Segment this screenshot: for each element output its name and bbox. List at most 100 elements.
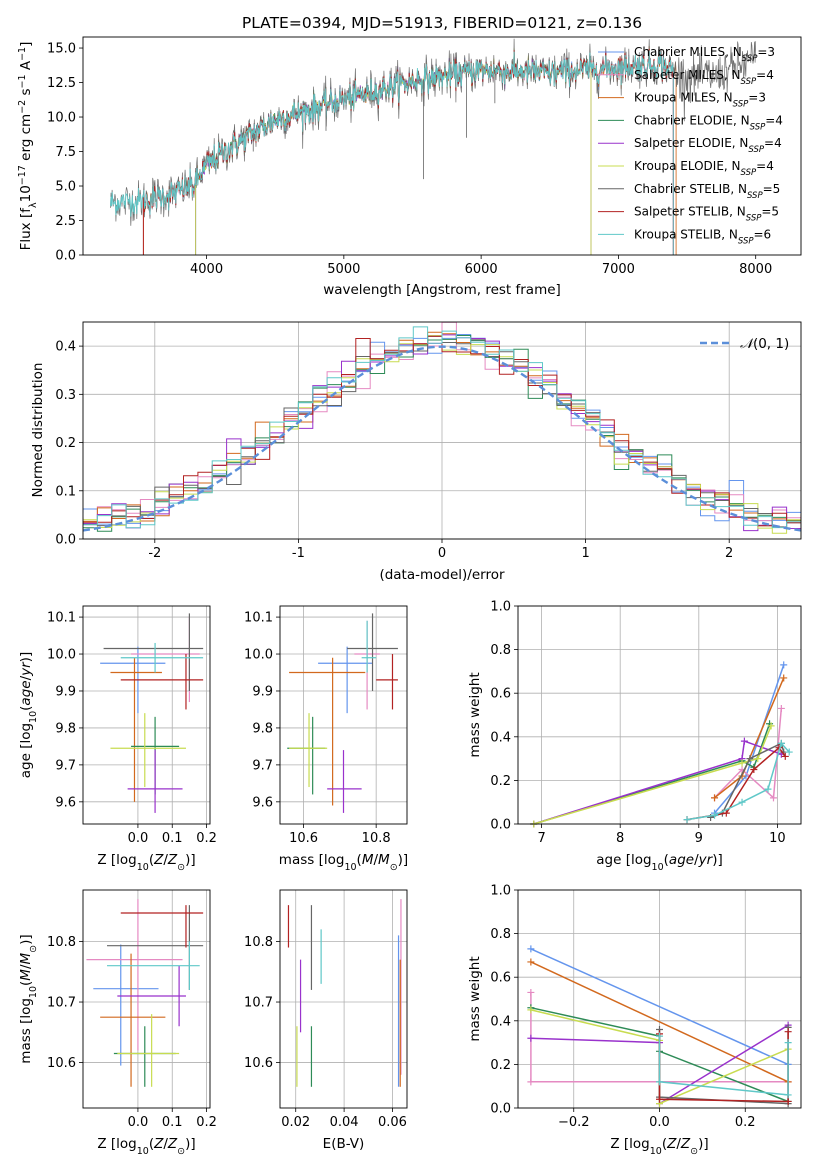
- weight-marker: [777, 704, 785, 712]
- y-axis-label: age [log10(age/yr)]: [18, 652, 39, 778]
- weight-marker: [711, 794, 719, 802]
- weight-marker: [527, 945, 535, 953]
- weight-line: [533, 725, 772, 825]
- x-tick-label: 2: [725, 546, 733, 561]
- y-tick-label: 10.6: [47, 1056, 76, 1071]
- weight-marker: [785, 748, 793, 756]
- axes-frame: [279, 889, 408, 1109]
- legend-label: 𝒩(0, 1): [740, 336, 789, 352]
- x-tick-label: 0.02: [281, 1115, 310, 1130]
- x-tick-label: 0.2: [196, 831, 217, 846]
- y-tick-label: 2.5: [55, 214, 76, 229]
- x-tick-label: 0.0: [128, 1115, 149, 1130]
- weight-marker: [750, 766, 758, 773]
- y-tick-label: 10.1: [47, 611, 76, 626]
- x-axis-label: Z [log10(Z/Z⊙)]: [97, 852, 195, 873]
- spectrum-line: [195, 49, 592, 255]
- y-axis-label: Normed distribution: [30, 363, 46, 498]
- weight-marker: [711, 811, 719, 819]
- y-tick-label: 10.1: [244, 611, 273, 626]
- y-axis-label: mass weight: [467, 956, 483, 1041]
- weight-line: [530, 961, 789, 1083]
- x-axis-label: mass [log10(M/M⊙)]: [279, 852, 408, 873]
- x-tick-label: -1: [292, 546, 305, 561]
- x-axis-label: Z [log10(Z/Z⊙)]: [97, 1136, 195, 1157]
- weight-marker: [784, 1091, 792, 1099]
- x-tick-label: 1: [581, 546, 589, 561]
- y-tick-label: 0.6: [490, 971, 511, 986]
- x-tick-label: 0.06: [378, 1115, 407, 1130]
- weight-marker: [683, 816, 691, 824]
- y-tick-label: 0.4: [490, 1014, 511, 1029]
- y-tick-label: 12.5: [47, 76, 76, 91]
- spectrum-line: [195, 48, 592, 255]
- y-tick-label: 7.5: [55, 145, 76, 160]
- weight-marker: [767, 722, 775, 730]
- residuals-panel: -2 -1 0 1 2 0.0 0.1 0.2 0.3 0.4 𝒩(0, 1) (data-model…: [30, 321, 802, 583]
- age-vs-mass-panel: 10.6 10.8 9.6 9.7 9.8 9.9 10.0 10.1 mass [log10(…: [244, 605, 408, 873]
- y-tick-label: 0.4: [490, 730, 511, 745]
- spectrum-line: [110, 50, 674, 255]
- y-tick-label: 10.0: [47, 111, 76, 126]
- x-axis-label: age [log10(age/yr)]: [596, 852, 722, 873]
- legend-label: Salpeter ELODIE, NSSP=4: [634, 136, 782, 155]
- y-tick-label: 0.0: [490, 1102, 511, 1117]
- y-tick-label: 0.4: [55, 340, 76, 355]
- y-tick-label: 9.9: [252, 684, 273, 699]
- y-tick-label: 9.7: [252, 758, 273, 773]
- legend-label: Chabrier ELODIE, NSSP=4: [634, 113, 783, 132]
- x-tick-label: 0.0: [649, 1115, 670, 1130]
- spectrum-plot-area: [110, 38, 757, 255]
- weight-marker: [738, 759, 746, 767]
- y-tick-label: 9.8: [252, 721, 273, 736]
- y-tick-label: 9.7: [55, 758, 76, 773]
- y-axis-label: mass [log10(M/M⊙)]: [18, 934, 39, 1063]
- weight-vs-Z-panel: −0.2 0.0 0.2 0.0 0.2 0.4 0.6 0.8 1.0 Z [log10(Z/Z…: [467, 884, 802, 1157]
- x-tick-label: 7000: [602, 262, 635, 277]
- x-tick-label: 5000: [327, 262, 360, 277]
- y-tick-label: 9.9: [55, 684, 76, 699]
- x-axis-label: Z [log10(Z/Z⊙)]: [610, 1136, 708, 1157]
- y-tick-label: 0.8: [490, 927, 511, 942]
- spectrum-line: [195, 49, 592, 255]
- x-tick-label: 6000: [465, 262, 498, 277]
- age-vs-mass-plot-area: [287, 613, 398, 813]
- y-tick-label: 0.0: [490, 818, 511, 833]
- weight-marker: [656, 1078, 663, 1086]
- weight-marker: [769, 794, 777, 802]
- weight-marker: [754, 755, 762, 763]
- x-tick-label: 8: [616, 831, 624, 846]
- histogram-series: [83, 326, 801, 535]
- y-tick-label: 1.0: [490, 600, 511, 615]
- x-tick-label: 9: [695, 831, 703, 846]
- weight-marker: [527, 958, 535, 966]
- y-tick-label: 0.8: [490, 643, 511, 658]
- mass-vs-Z-plot-area: [86, 899, 204, 1087]
- y-tick-label: 9.6: [55, 795, 76, 810]
- weight-line: [713, 664, 785, 814]
- spectrum-panel: 4000 5000 6000 7000 8000 0.0 2.5 5.0 7.5 10.0 12.5…: [17, 14, 802, 298]
- y-tick-label: 10.8: [47, 935, 76, 950]
- legend-label: Chabrier STELIB, NSSP=5: [634, 182, 780, 201]
- x-tick-label: 10: [769, 831, 786, 846]
- y-tick-label: 10.7: [47, 996, 76, 1011]
- y-axis-label: Flux [fλ10−17 erg cm−2 s−1 A−1]: [17, 42, 39, 251]
- legend-label: Chabrier MILES, NSSP=3: [634, 45, 775, 64]
- y-tick-label: 0.2: [490, 774, 511, 789]
- weight-line: [686, 746, 786, 821]
- y-tick-label: 1.0: [490, 884, 511, 899]
- weight-line: [658, 1036, 789, 1096]
- x-tick-label: 0.04: [330, 1115, 359, 1130]
- y-tick-label: 9.6: [252, 795, 273, 810]
- weight-line: [530, 948, 789, 1066]
- weight-marker: [780, 661, 788, 669]
- x-tick-label: −0.2: [558, 1115, 590, 1130]
- weight-marker: [784, 1097, 792, 1105]
- spectrum-line: [110, 38, 757, 226]
- weight-marker: [527, 1006, 535, 1014]
- axes-frame: [82, 605, 211, 825]
- weight-line: [686, 741, 790, 821]
- axes-frame: [517, 605, 802, 825]
- weight-marker: [722, 809, 730, 817]
